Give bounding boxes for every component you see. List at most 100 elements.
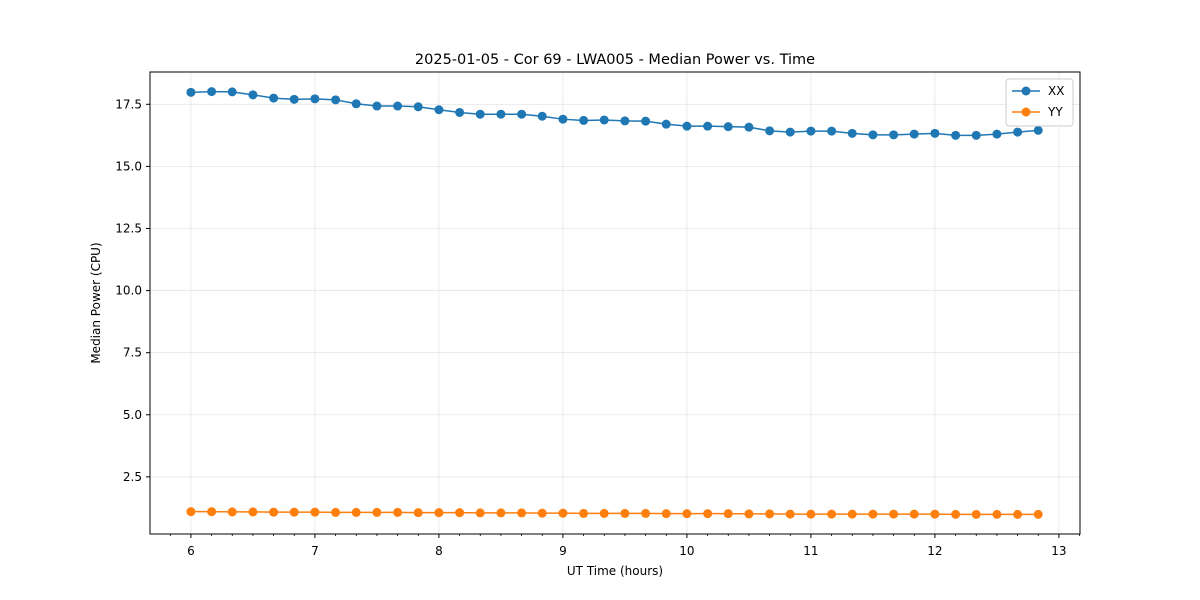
data-point-xx xyxy=(579,115,589,125)
legend: XX YY xyxy=(1005,78,1074,127)
y-tick-label: 17.5 xyxy=(115,97,142,111)
data-point-yy xyxy=(723,509,733,519)
series-layer xyxy=(186,87,1043,519)
y-tick-label: 7.5 xyxy=(123,346,142,360)
data-point-xx xyxy=(620,116,630,126)
data-point-yy xyxy=(1033,509,1043,519)
data-point-yy xyxy=(827,509,837,519)
data-point-yy xyxy=(930,509,940,519)
data-point-yy xyxy=(847,509,857,519)
data-point-yy xyxy=(599,508,609,518)
data-point-xx xyxy=(289,94,299,104)
data-point-xx xyxy=(682,121,692,131)
data-point-yy xyxy=(207,507,217,517)
data-point-xx xyxy=(496,109,506,119)
data-point-yy xyxy=(413,508,423,518)
legend-item-xx: XX xyxy=(1012,84,1064,98)
y-tick-label: 15.0 xyxy=(115,159,142,173)
data-point-yy xyxy=(703,509,713,519)
data-point-yy xyxy=(992,509,1002,519)
data-point-xx xyxy=(930,128,940,138)
data-point-yy xyxy=(682,509,692,519)
legend-item-yy: YY xyxy=(1012,105,1063,119)
data-point-yy xyxy=(579,508,589,518)
x-tick-label: 8 xyxy=(435,544,443,558)
legend-label-yy: YY xyxy=(1047,105,1063,119)
data-point-yy xyxy=(971,509,981,519)
x-axis-label: UT Time (hours) xyxy=(567,564,663,578)
data-point-xx xyxy=(207,87,217,97)
data-point-xx xyxy=(351,99,361,109)
data-point-yy xyxy=(889,509,899,519)
data-point-yy xyxy=(620,508,630,518)
data-point-xx xyxy=(269,93,279,103)
data-point-xx xyxy=(455,107,465,117)
data-point-yy xyxy=(641,508,651,518)
data-point-xx xyxy=(951,130,961,140)
chart-title: 2025-01-05 - Cor 69 - LWA005 - Median Po… xyxy=(415,52,815,68)
data-point-xx xyxy=(661,119,671,129)
data-point-xx xyxy=(599,115,609,125)
data-point-xx xyxy=(372,101,382,111)
data-point-yy xyxy=(331,507,341,517)
legend-marker-xx xyxy=(1021,86,1031,96)
data-point-xx xyxy=(393,101,403,111)
x-axis: 6 7 8 9 10 11 12 13 xyxy=(169,534,1080,558)
data-point-yy xyxy=(765,509,775,519)
y-axis: 2.5 5.0 7.5 10.0 12.5 15.0 17.5 xyxy=(115,97,150,484)
y-axis-label: Median Power (CPU) xyxy=(89,242,103,363)
y-tick-label: 5.0 xyxy=(123,408,142,422)
series-yy xyxy=(186,507,1043,519)
data-point-yy xyxy=(455,508,465,518)
data-point-xx xyxy=(537,111,547,121)
x-tick-label: 10 xyxy=(679,544,694,558)
data-point-xx xyxy=(971,130,981,140)
data-point-xx xyxy=(248,90,258,100)
legend-label-xx: XX xyxy=(1048,84,1064,98)
data-point-xx xyxy=(310,94,320,104)
x-tick-label: 9 xyxy=(559,544,567,558)
data-point-xx xyxy=(413,102,423,112)
data-point-xx xyxy=(1013,127,1023,137)
data-point-yy xyxy=(351,507,361,517)
x-tick-label: 6 xyxy=(187,544,195,558)
data-point-xx xyxy=(1033,125,1043,135)
data-point-yy xyxy=(248,507,258,517)
data-point-yy xyxy=(372,507,382,517)
data-point-xx xyxy=(331,95,341,105)
data-point-yy xyxy=(806,509,816,519)
data-point-yy xyxy=(661,509,671,519)
data-point-xx xyxy=(889,130,899,140)
data-point-yy xyxy=(227,507,237,517)
data-point-yy xyxy=(393,507,403,517)
data-point-yy xyxy=(909,509,919,519)
data-point-xx xyxy=(475,109,485,119)
data-point-yy xyxy=(310,507,320,517)
data-point-xx xyxy=(434,105,444,115)
data-point-xx xyxy=(909,129,919,139)
data-point-yy xyxy=(558,508,568,518)
data-point-yy xyxy=(868,509,878,519)
data-point-xx xyxy=(868,130,878,140)
y-tick-label: 12.5 xyxy=(115,221,142,235)
data-point-xx xyxy=(641,116,651,126)
data-point-yy xyxy=(496,508,506,518)
data-point-yy xyxy=(1013,509,1023,519)
data-point-xx xyxy=(703,121,713,131)
data-point-xx xyxy=(992,129,1002,139)
data-point-xx xyxy=(517,109,527,119)
data-point-xx xyxy=(827,126,837,136)
data-point-yy xyxy=(289,507,299,517)
series-xx xyxy=(186,87,1043,140)
grid xyxy=(150,72,1080,534)
data-point-yy xyxy=(785,509,795,519)
data-point-yy xyxy=(269,507,279,517)
data-point-yy xyxy=(537,508,547,518)
data-point-xx xyxy=(227,87,237,97)
x-tick-label: 7 xyxy=(311,544,319,558)
legend-marker-yy xyxy=(1021,107,1031,117)
y-tick-label: 2.5 xyxy=(123,470,142,484)
x-tick-label: 11 xyxy=(803,544,818,558)
data-point-xx xyxy=(186,87,196,97)
